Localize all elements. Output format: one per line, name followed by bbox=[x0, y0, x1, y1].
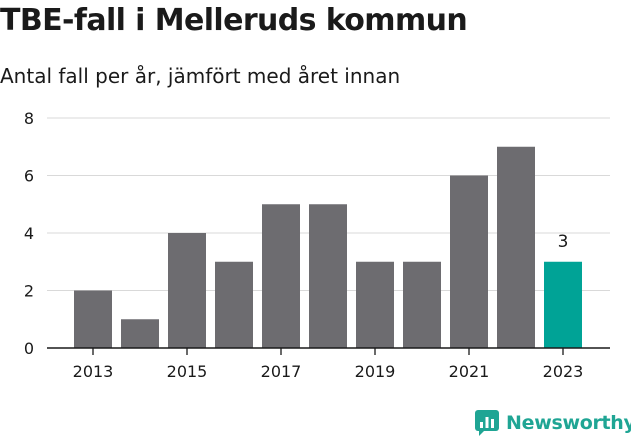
data-label: 3 bbox=[558, 232, 569, 252]
y-tick-label: 2 bbox=[24, 282, 34, 301]
brand-name: Newsworthy bbox=[506, 412, 631, 434]
newsworthy-logo-icon bbox=[475, 410, 499, 436]
y-tick-label: 6 bbox=[24, 167, 34, 186]
bars bbox=[74, 146, 582, 348]
bar-2022 bbox=[497, 146, 535, 348]
bar-2020 bbox=[403, 261, 441, 348]
bar-2014 bbox=[121, 319, 159, 348]
y-axis-ticks: 0 2 4 6 8 bbox=[24, 109, 34, 358]
data-labels: 3 bbox=[558, 232, 569, 252]
bar-2016 bbox=[215, 261, 253, 348]
y-tick-label: 4 bbox=[24, 224, 34, 243]
bar-2021 bbox=[450, 175, 488, 348]
x-axis-ticks: 2013 2015 2017 2019 2021 2023 bbox=[73, 348, 584, 381]
bar-2018 bbox=[309, 204, 347, 348]
x-tick-label: 2019 bbox=[355, 362, 396, 381]
bar-chart: 0 2 4 6 8 3 2013 2015 2017 2019 2021 2023 bbox=[24, 109, 610, 381]
x-tick-label: 2017 bbox=[261, 362, 302, 381]
chart-subtitle: Antal fall per år, jämfört med året inna… bbox=[0, 64, 401, 88]
x-tick-label: 2021 bbox=[449, 362, 490, 381]
y-tick-label: 8 bbox=[24, 109, 34, 128]
bar-2017 bbox=[262, 204, 300, 348]
x-tick-label: 2013 bbox=[73, 362, 114, 381]
chart-title: TBE-fall i Melleruds kommun bbox=[0, 3, 468, 38]
bar-2015 bbox=[168, 233, 206, 348]
y-tick-label: 0 bbox=[24, 339, 34, 358]
bar-2019 bbox=[356, 261, 394, 348]
bar-2023 bbox=[544, 261, 582, 348]
x-tick-label: 2015 bbox=[167, 362, 208, 381]
newsworthy-logo: Newsworthy bbox=[474, 408, 631, 438]
bar-2013 bbox=[74, 290, 112, 348]
x-tick-label: 2023 bbox=[543, 362, 584, 381]
